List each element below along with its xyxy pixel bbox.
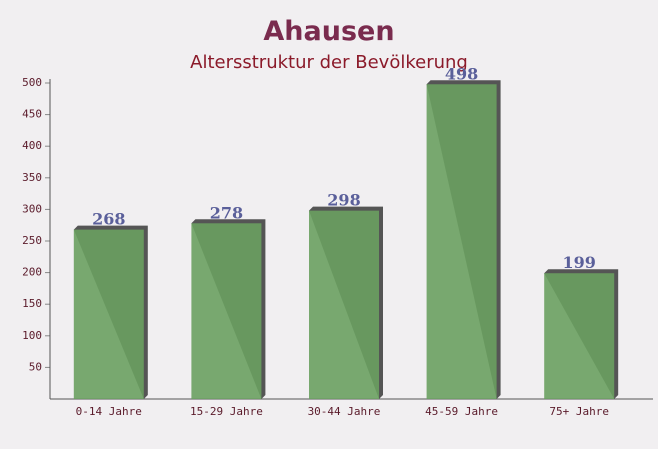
- value-label: 498: [445, 64, 478, 83]
- bar: [544, 273, 615, 399]
- y-tick-label: 200: [22, 266, 42, 279]
- y-tick-label: 250: [22, 234, 42, 247]
- x-tick-label: 15-29 Jahre: [190, 405, 263, 418]
- y-tick-label: 100: [22, 329, 42, 342]
- y-tick-label: 400: [22, 139, 42, 152]
- value-label: 298: [327, 191, 360, 210]
- bar: [426, 84, 497, 399]
- value-label: 278: [210, 203, 243, 222]
- x-tick-label: 30-44 Jahre: [308, 405, 381, 418]
- x-tick-label: 45-59 Jahre: [425, 405, 498, 418]
- value-label: 268: [92, 210, 125, 229]
- y-tick-label: 50: [29, 360, 42, 373]
- y-tick-label: 450: [22, 108, 42, 121]
- chart-title: Ahausen: [263, 16, 394, 47]
- x-tick-label: 75+ Jahre: [549, 405, 609, 418]
- y-tick-label: 150: [22, 297, 42, 310]
- x-tick-label: 0-14 Jahre: [76, 405, 142, 418]
- bar: [73, 229, 144, 399]
- y-tick-label: 350: [22, 171, 42, 184]
- y-tick-label: 300: [22, 202, 42, 215]
- value-label: 199: [562, 253, 595, 272]
- bar: [309, 210, 379, 399]
- y-tick-label: 500: [22, 76, 42, 89]
- chart-subtitle: Altersstruktur der Bevölkerung: [190, 52, 468, 73]
- bar: [191, 223, 262, 399]
